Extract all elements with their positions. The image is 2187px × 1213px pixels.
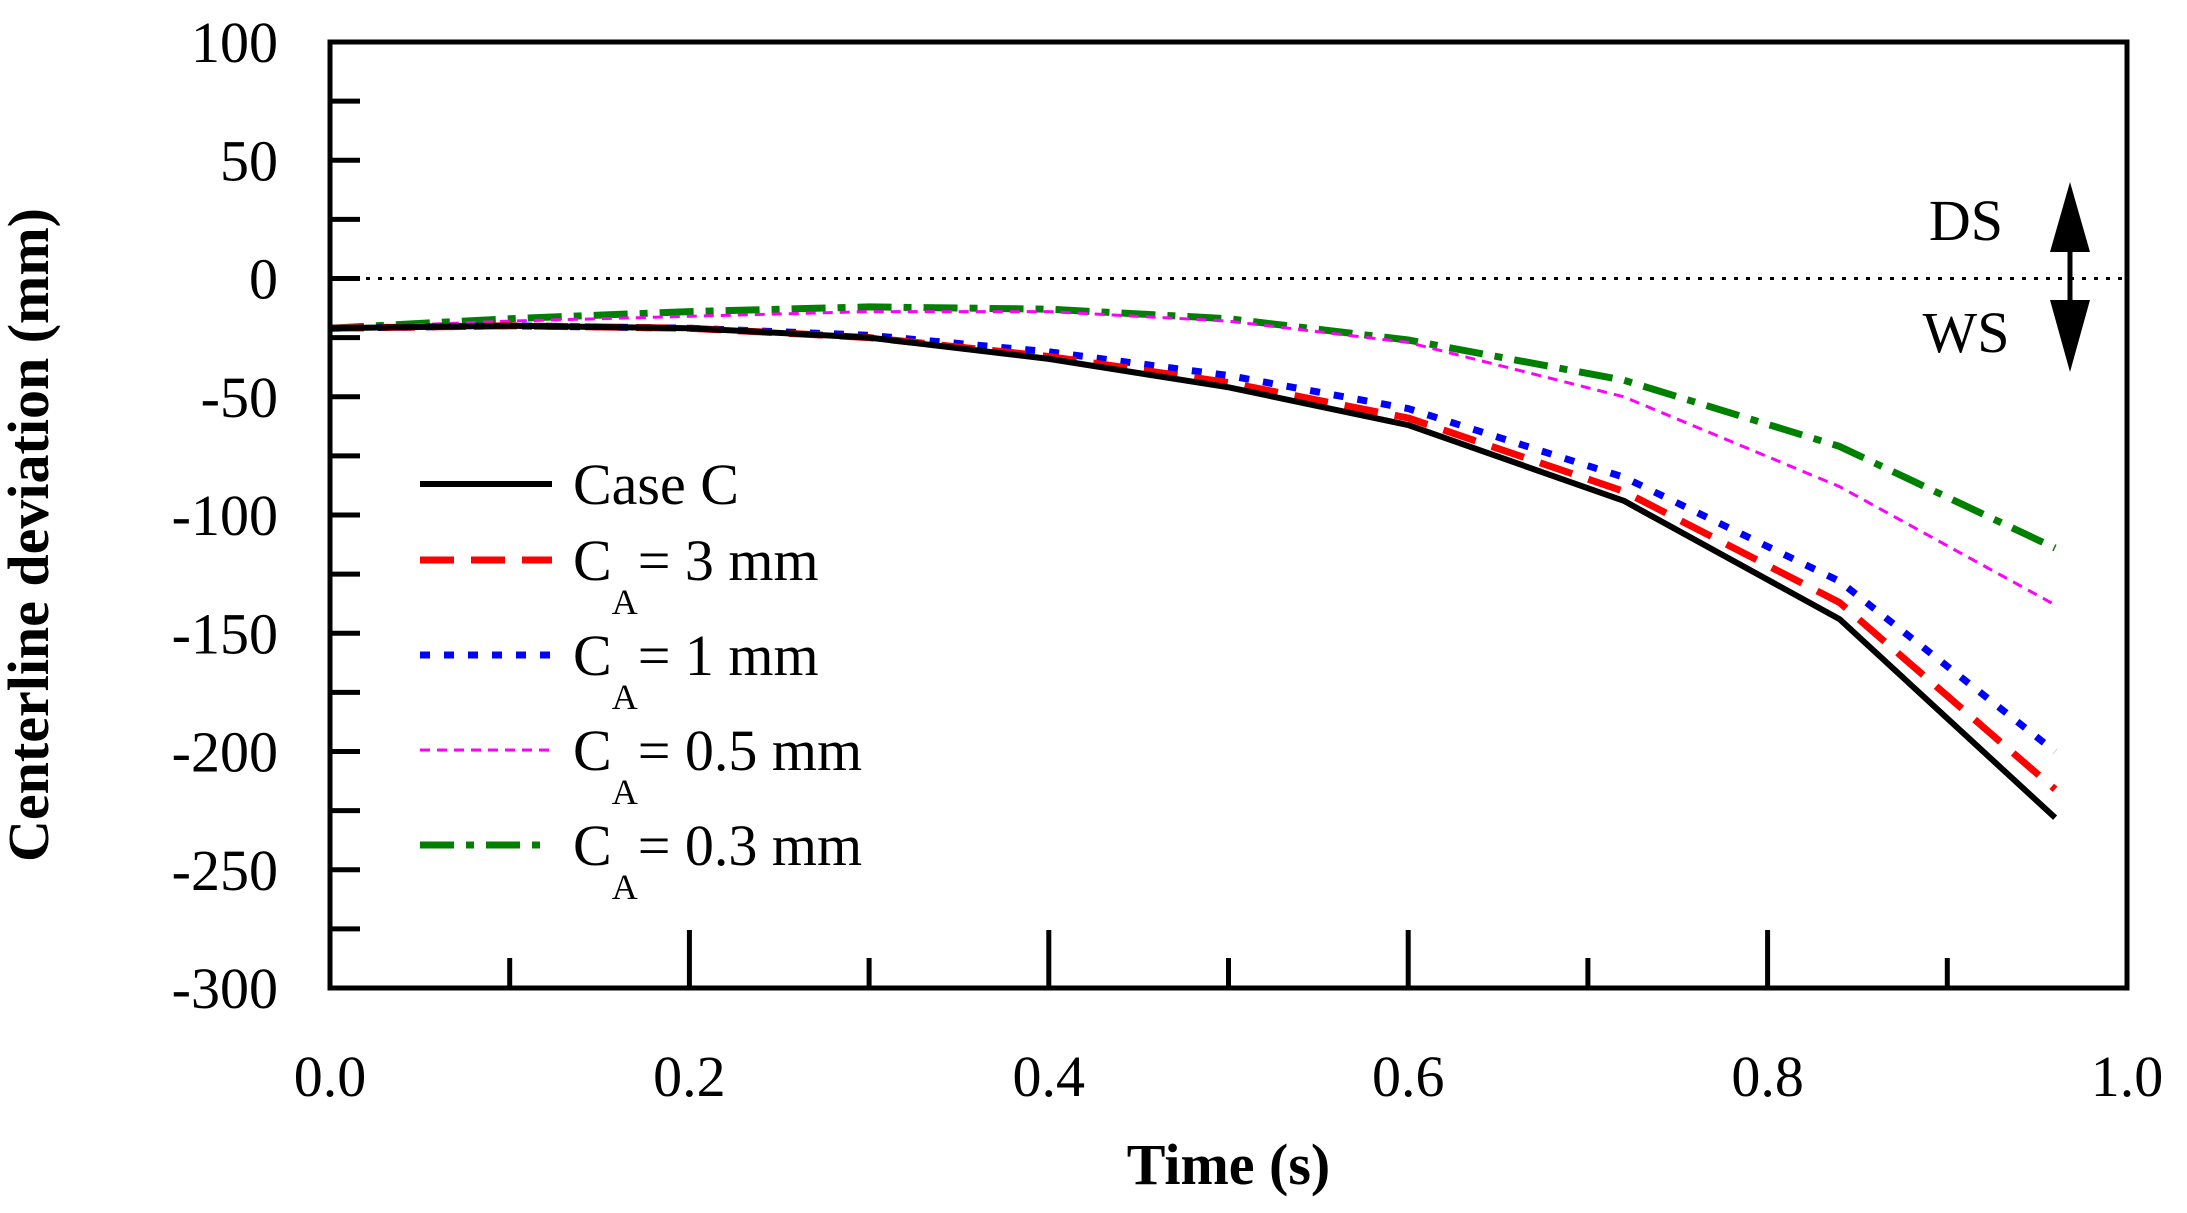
- legend-label-main: C: [573, 528, 612, 593]
- y-tick-label: -250: [172, 838, 278, 903]
- x-tick-label: 1.0: [2091, 1044, 2164, 1109]
- y-tick-label: -200: [172, 720, 278, 785]
- arrow-down-icon: [2050, 300, 2090, 372]
- y-tick-label: -50: [201, 365, 278, 430]
- x-axis-title: Time (s): [1127, 1132, 1331, 1197]
- legend-label-subscript: A: [612, 677, 638, 717]
- legend-label-tail: = 1 mm: [638, 623, 819, 688]
- ws-label: WS: [1923, 300, 2010, 365]
- legend-label: CA= 1 mm: [573, 623, 819, 717]
- series-line: [329, 310, 2056, 607]
- direction-annotation: DS WS: [1923, 182, 2090, 372]
- y-tick-label: -150: [172, 601, 278, 666]
- y-tick-label: 0: [249, 247, 278, 312]
- legend-label: CA= 0.3 mm: [573, 813, 862, 907]
- legend-label-main: C: [573, 813, 612, 878]
- y-tick-label: -300: [172, 956, 278, 1021]
- ds-label: DS: [1929, 188, 2003, 253]
- x-tick-label: 0.6: [1372, 1044, 1445, 1109]
- legend-label-main: C: [573, 718, 612, 783]
- tick-layer: [330, 39, 1950, 991]
- x-tick-label: 0.0: [294, 1044, 367, 1109]
- series-line: [329, 303, 2057, 552]
- legend-label: CA= 0.5 mm: [573, 718, 862, 812]
- arrow-up-icon: [2050, 182, 2090, 252]
- x-tick-label: 0.2: [653, 1044, 726, 1109]
- legend-label-tail: = 0.5 mm: [638, 718, 862, 783]
- x-tick-label: 0.8: [1731, 1044, 1804, 1109]
- legend-label: CA= 3 mm: [573, 528, 819, 622]
- y-tick-label: 50: [220, 128, 278, 193]
- x-tick-label: 0.4: [1013, 1044, 1086, 1109]
- legend-label-main: C: [573, 623, 612, 688]
- legend-label-tail: = 0.3 mm: [638, 813, 862, 878]
- series-line: [329, 322, 2058, 820]
- y-axis-title: Centerline deviation (mm): [0, 208, 61, 862]
- legend-label-subscript: A: [612, 582, 638, 622]
- legend-label-main: Case C: [573, 452, 739, 517]
- legend-label-subscript: A: [612, 772, 638, 812]
- y-tick-label: -100: [172, 483, 278, 548]
- legend-label-tail: = 3 mm: [638, 528, 819, 593]
- legend-label-subscript: A: [612, 867, 638, 907]
- y-tick-label: 100: [191, 10, 278, 75]
- series-layer: [329, 303, 2058, 820]
- legend-label: Case C: [573, 452, 739, 517]
